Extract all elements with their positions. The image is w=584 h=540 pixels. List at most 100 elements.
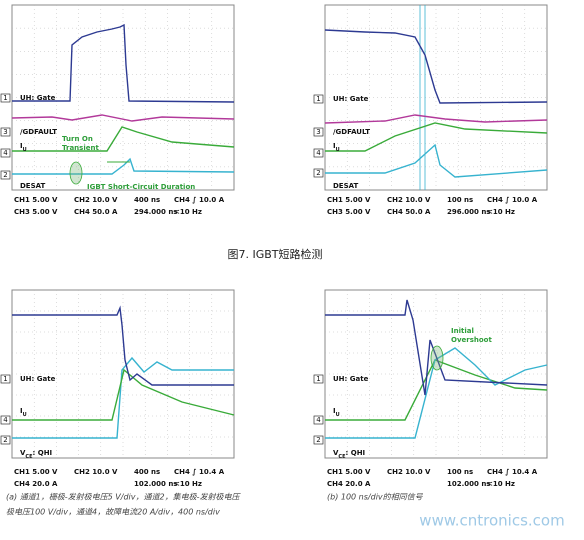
readout-cell: CH4 ∫ 10.4 A	[174, 468, 225, 476]
channel-number: 1	[3, 375, 7, 383]
waveform	[12, 305, 234, 386]
channel-marker	[0, 170, 11, 180]
channel-label: IU	[333, 142, 340, 153]
waveform	[324, 114, 548, 124]
readout-cell: CH4 20.0 A	[327, 480, 371, 488]
channel-label: /GDFAULT	[333, 128, 370, 136]
label-part: I	[20, 407, 23, 415]
label-part: UH: Gate	[333, 375, 369, 383]
waveform	[325, 122, 548, 152]
channel-label: IU	[20, 407, 27, 418]
channel-number: 4	[3, 149, 8, 157]
channel-marker	[313, 127, 324, 137]
label-part: : QHI	[33, 449, 53, 457]
channel-label: IU	[333, 407, 340, 418]
channel-label: VCE: QHI	[333, 449, 365, 460]
channel-marker	[0, 148, 11, 158]
readout-cell: <10 Hz	[487, 480, 515, 488]
label-part: I	[333, 142, 336, 150]
readout-cell: CH2 10.0 V	[74, 468, 118, 476]
label-part: /GDFAULT	[333, 128, 370, 136]
channel-number: 2	[316, 436, 320, 444]
readout-cell: 100 ns	[447, 196, 473, 204]
waveform	[11, 114, 235, 122]
channel-number: 1	[316, 95, 320, 103]
label-part: I	[20, 142, 23, 150]
panel-caption: (a) 通道1，栅极-发射极电压5 V/div，通道2，集电极-发射极电压	[6, 493, 241, 502]
readout-cell: CH2 10.0 V	[387, 468, 431, 476]
label-part: V	[20, 449, 26, 457]
channel-marker	[313, 148, 324, 158]
label-part: V	[333, 449, 339, 457]
watermark: www.cntronics.com	[419, 512, 564, 530]
label-part: : QHI	[346, 449, 366, 457]
waveform	[324, 29, 548, 104]
annotation: Initial	[451, 327, 474, 335]
readout-cell: CH1 5.00 V	[14, 196, 58, 204]
readout-cell: CH4 ∫ 10.0 A	[174, 196, 225, 204]
channel-number: 2	[316, 169, 320, 177]
channel-marker	[0, 435, 11, 445]
readout-cell: <10 Hz	[174, 208, 202, 216]
channel-marker	[313, 94, 324, 104]
channel-marker	[0, 93, 11, 103]
channel-marker	[313, 435, 324, 445]
readout-cell: CH4 20.0 A	[14, 480, 58, 488]
channel-number: 1	[316, 375, 320, 383]
readout-cell: CH4 ∫ 10.4 A	[487, 468, 538, 476]
panel-caption: (b) 100 ns/div的相同信号	[327, 493, 424, 502]
channel-number: 1	[3, 94, 7, 102]
channel-label: DESAT	[333, 182, 359, 190]
channel-label: /GDFAULT	[20, 128, 57, 136]
waveform	[325, 143, 548, 178]
highlight-ellipse	[430, 345, 444, 371]
label-part: U	[23, 412, 27, 418]
channel-number: 4	[316, 149, 321, 157]
annotation: Turn On	[62, 135, 93, 143]
highlight-ellipse	[69, 161, 83, 185]
label-part: UH: Gate	[333, 95, 369, 103]
label-part: /GDFAULT	[20, 128, 57, 136]
channel-label: DESAT	[20, 182, 46, 190]
channel-marker	[0, 374, 11, 384]
channel-label: UH: Gate	[20, 94, 56, 102]
readout-cell: CH4 50.0 A	[74, 208, 118, 216]
readout-cell: CH2 10.0 V	[387, 196, 431, 204]
readout-cell: <10 Hz	[174, 480, 202, 488]
readout-cell: CH3 5.00 V	[327, 208, 371, 216]
readout-cell: CH4 ∫ 10.0 A	[487, 196, 538, 204]
label-part: DESAT	[20, 182, 46, 190]
waveform	[12, 356, 234, 439]
waveform	[325, 299, 548, 396]
label-part: DESAT	[333, 182, 359, 190]
readout-cell: 102.000 ns	[134, 480, 177, 488]
label-part: UH: Gate	[20, 94, 56, 102]
channel-marker	[0, 415, 11, 425]
label-part: U	[23, 147, 27, 153]
readout-cell: CH1 5.00 V	[327, 196, 371, 204]
waveform	[325, 359, 548, 421]
label-part: I	[333, 407, 336, 415]
readout-cell: CH4 50.0 A	[387, 208, 431, 216]
waveform	[325, 347, 548, 439]
readout-cell: 400 ns	[134, 196, 160, 204]
readout-cell: 296.000 ns	[447, 208, 490, 216]
channel-label: UH: Gate	[333, 375, 369, 383]
channel-label: VCE: QHI	[20, 449, 52, 460]
label-part: UH: Gate	[20, 375, 56, 383]
label-part: U	[336, 147, 340, 153]
label-part: CE	[25, 454, 33, 460]
channel-label: UH: Gate	[333, 95, 369, 103]
readout-cell: CH3 5.00 V	[14, 208, 58, 216]
waveform	[12, 23, 235, 103]
panel-caption: 极电压100 V/div，通道4，故障电流20 A/div，400 ns/div	[6, 508, 220, 517]
figure-caption: 图7. IGBT短路检测	[227, 247, 322, 261]
readout-cell: 102.000 ns	[447, 480, 490, 488]
readout-cell: CH1 5.00 V	[327, 468, 371, 476]
annotation: Overshoot	[451, 336, 492, 344]
channel-label: IU	[20, 142, 27, 153]
channel-marker	[313, 374, 324, 384]
channel-number: 4	[3, 416, 8, 424]
annotation: Transient	[62, 144, 99, 152]
